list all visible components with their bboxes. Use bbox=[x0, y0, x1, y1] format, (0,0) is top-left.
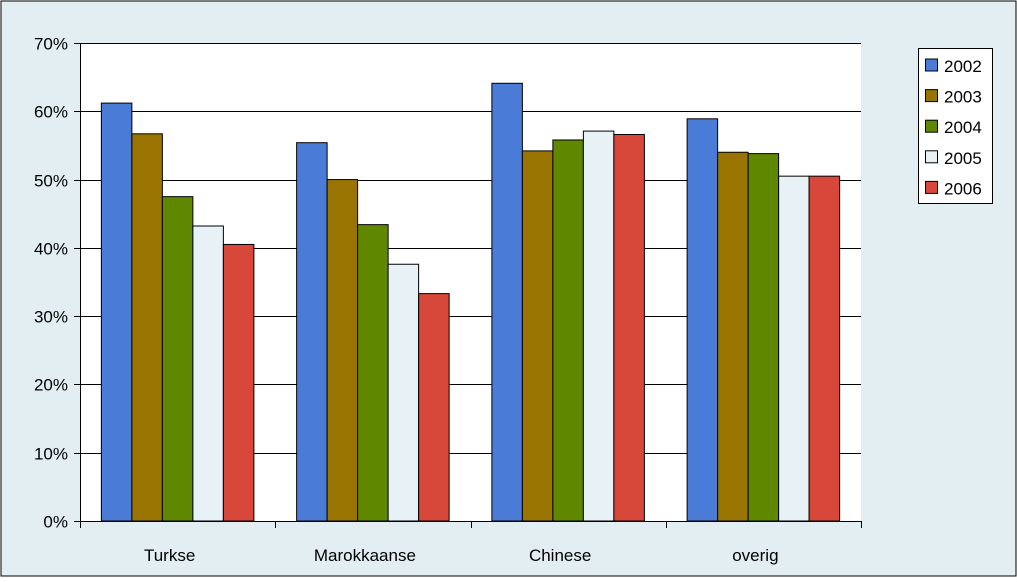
x-tick-label: Chinese bbox=[529, 546, 591, 565]
y-tick-label: 60% bbox=[34, 103, 68, 122]
bar-2003-turkse bbox=[131, 133, 163, 522]
y-tick-label: 70% bbox=[34, 35, 68, 54]
bar-2002-chinese bbox=[491, 82, 523, 522]
bar-2003-marokkaanse bbox=[326, 179, 359, 522]
bar-2004-chinese bbox=[552, 139, 584, 522]
bar-2004-marokkaanse bbox=[357, 224, 389, 522]
bar-2005-chinese bbox=[582, 130, 615, 522]
y-tick-label: 20% bbox=[34, 376, 68, 395]
legend-swatch-2006 bbox=[925, 180, 938, 194]
legend-label: 2002 bbox=[944, 57, 982, 76]
y-tick-label: 0% bbox=[43, 513, 68, 532]
axes bbox=[74, 43, 862, 528]
x-tick-labels: Turkse Marokkaanse Chinese overig bbox=[144, 546, 779, 565]
bar-2006-overig bbox=[808, 175, 841, 522]
legend-swatch-2005 bbox=[925, 150, 938, 164]
bar-2003-overig bbox=[717, 151, 749, 522]
y-tick-label: 10% bbox=[34, 445, 68, 464]
legend-label: 2004 bbox=[944, 118, 982, 137]
y-tick-label: 30% bbox=[34, 308, 68, 327]
legend-swatch-2004 bbox=[925, 119, 938, 133]
bar-2004-overig bbox=[747, 153, 780, 522]
bar-2006-chinese bbox=[613, 134, 645, 522]
bar-2005-marokkaanse bbox=[387, 263, 420, 522]
bar-2005-overig bbox=[778, 175, 810, 522]
bar-2006-marokkaanse bbox=[418, 293, 450, 522]
x-tick-label: overig bbox=[732, 546, 778, 565]
legend-label: 2006 bbox=[944, 179, 982, 198]
x-tick-label: Marokkaanse bbox=[314, 546, 416, 565]
x-tick-label: Turkse bbox=[144, 546, 195, 565]
bar-2004-turkse bbox=[161, 196, 194, 522]
legend: 2002 2003 2004 2005 2006 bbox=[918, 48, 993, 204]
bar-2006-turkse bbox=[222, 243, 255, 522]
y-tick-label: 50% bbox=[34, 172, 68, 191]
y-tick-label: 40% bbox=[34, 240, 68, 259]
bar-2005-turkse bbox=[192, 225, 224, 522]
bar-2003-chinese bbox=[521, 150, 554, 522]
legend-label: 2003 bbox=[944, 88, 982, 107]
bar-2002-marokkaanse bbox=[296, 142, 328, 522]
legend-swatch-2003 bbox=[925, 89, 938, 103]
bar-2002-turkse bbox=[100, 102, 133, 522]
legend-label: 2005 bbox=[944, 149, 982, 168]
bar-2002-overig bbox=[686, 118, 719, 522]
legend-swatch-2002 bbox=[925, 58, 938, 72]
y-tick-labels: 0% 10% 20% 30% 40% 50% 60% 70% bbox=[34, 35, 68, 532]
